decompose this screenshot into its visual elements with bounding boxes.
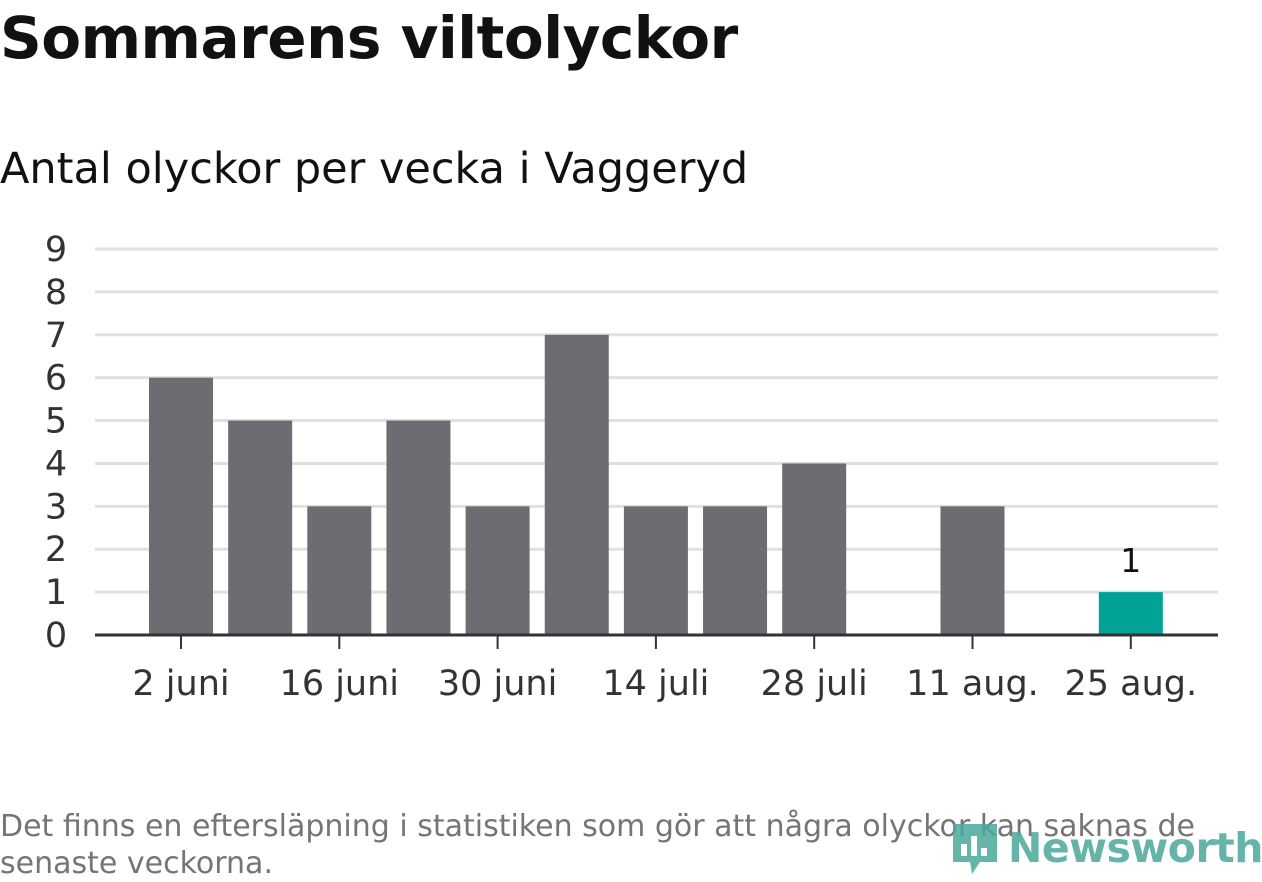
y-tick-label: 1 bbox=[45, 573, 67, 613]
bar-21-juli bbox=[703, 506, 768, 635]
bar-2-juni bbox=[149, 377, 213, 635]
bars bbox=[149, 334, 1163, 635]
chart-title: Sommarens viltolyckor bbox=[0, 4, 738, 72]
newsworthy-logo: Newsworthy bbox=[950, 820, 1262, 876]
chart-subtitle: Antal olyckor per vecka i Vaggeryd bbox=[0, 144, 749, 194]
bar-25-aug- bbox=[1098, 592, 1163, 635]
x-tick-label: 14 juli bbox=[602, 664, 709, 704]
x-tick-label: 11 aug. bbox=[906, 664, 1039, 704]
bar-9-juni bbox=[228, 420, 293, 635]
bar-30-juni bbox=[465, 506, 530, 635]
y-tick-label: 0 bbox=[45, 616, 67, 656]
y-tick-label: 2 bbox=[45, 530, 67, 570]
x-tick-label: 25 aug. bbox=[1064, 664, 1197, 704]
x-tick-label: 30 juni bbox=[438, 664, 557, 704]
y-tick-label: 7 bbox=[45, 316, 67, 356]
y-tick-label: 5 bbox=[45, 402, 67, 442]
bar-14-juli bbox=[623, 506, 688, 635]
x-tick-label: 28 juli bbox=[761, 664, 868, 704]
y-tick-label: 3 bbox=[45, 487, 67, 527]
bar-28-juli bbox=[782, 463, 847, 635]
bar-11-aug- bbox=[940, 506, 1005, 635]
y-tick-label: 6 bbox=[45, 359, 67, 399]
newsworthy-logo-icon bbox=[953, 824, 997, 874]
bar-7-juli bbox=[544, 334, 609, 635]
bar-23-juni bbox=[386, 420, 451, 635]
bar-16-juni bbox=[307, 506, 372, 635]
x-tick-label: 16 juni bbox=[280, 664, 399, 704]
y-tick-label: 8 bbox=[45, 273, 67, 313]
x-axis bbox=[95, 633, 1218, 649]
y-tick-label: 9 bbox=[45, 230, 67, 270]
y-tick-label: 4 bbox=[45, 444, 67, 484]
logo-text: Newsworthy bbox=[1008, 824, 1262, 872]
data-label: 1 bbox=[1120, 541, 1141, 580]
x-tick-label: 2 juni bbox=[132, 664, 229, 704]
